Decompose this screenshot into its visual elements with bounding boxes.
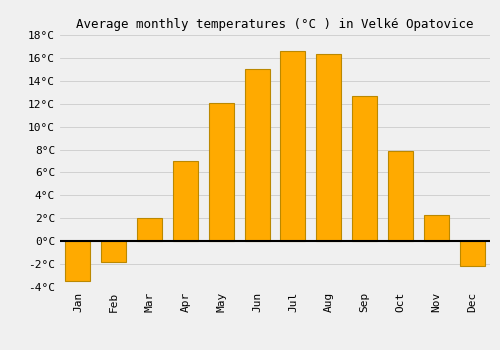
Bar	[424, 215, 449, 241]
Bar	[173, 161, 198, 241]
Bar	[352, 96, 377, 241]
Bar	[101, 241, 126, 262]
Bar	[280, 51, 305, 241]
Bar	[460, 241, 484, 266]
Bar	[388, 151, 413, 241]
Bar	[137, 218, 162, 241]
Bar	[244, 69, 270, 241]
Bar	[208, 103, 234, 241]
Bar	[316, 55, 342, 241]
Title: Average monthly temperatures (°C ) in Velké Opatovice: Average monthly temperatures (°C ) in Ve…	[76, 18, 474, 31]
Bar	[66, 241, 90, 281]
